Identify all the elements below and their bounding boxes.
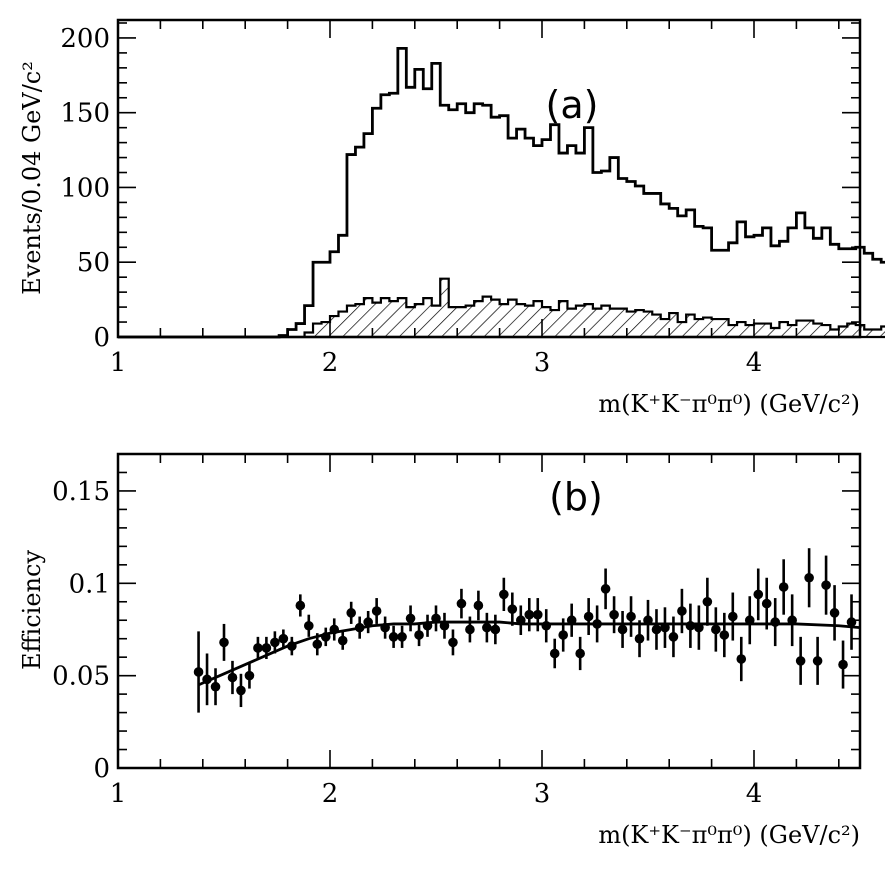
- data-point: [702, 596, 713, 607]
- data-point: [719, 630, 730, 640]
- data-point: [278, 633, 289, 644]
- data-point: [270, 637, 280, 648]
- panel-b: Efficiency m(K⁺K⁻π⁰π⁰) (GeV/c²) (b) 1 2 3 4…: [18, 452, 862, 849]
- data-point: [482, 622, 492, 633]
- panel-a-xtick-label: 2: [322, 348, 339, 378]
- data-point: [363, 617, 373, 627]
- data-point: [499, 589, 509, 600]
- panel-a-ytick-label: 150: [60, 99, 110, 129]
- data-point: [609, 609, 619, 620]
- data-point: [304, 620, 314, 631]
- panel-a-ytick-label: 100: [60, 173, 110, 203]
- data-point: [371, 606, 382, 616]
- data-point: [473, 600, 484, 611]
- data-point: [414, 630, 424, 640]
- data-point: [295, 600, 306, 611]
- panel-a-ytick-label: 50: [77, 248, 110, 278]
- data-point: [583, 611, 594, 622]
- data-point: [312, 639, 323, 650]
- panel-a-frame: [116, 18, 862, 339]
- data-point: [253, 643, 263, 653]
- data-point: [838, 659, 848, 670]
- data-point: [821, 580, 831, 590]
- data-point: [617, 624, 628, 635]
- data-point: [812, 656, 823, 666]
- data-point: [829, 608, 840, 618]
- data-point: [541, 620, 552, 631]
- panel-b-xtick-label: 1: [110, 779, 127, 809]
- data-point: [804, 572, 814, 583]
- data-point: [575, 648, 585, 659]
- panel-a-ylabel: Events/0.04 GeV/c²: [18, 61, 46, 295]
- data-point: [761, 598, 772, 609]
- fit-curve: [198, 620, 861, 687]
- data-point: [524, 609, 535, 620]
- data-point: [600, 584, 611, 594]
- data-point: [490, 624, 501, 635]
- data-point: [778, 582, 789, 592]
- data-point: [388, 632, 399, 642]
- panel-a: Events/0.04 GeV/c² m(K⁺K⁻π⁰π⁰) (GeV/c²) …: [18, 18, 885, 418]
- data-point: [465, 624, 475, 635]
- data-point: [532, 609, 543, 620]
- panel-b-xtick-label: 4: [746, 779, 763, 809]
- data-point: [668, 632, 679, 642]
- panel-a-label: (a): [546, 83, 599, 127]
- data-point: [651, 624, 662, 635]
- data-point: [711, 624, 721, 635]
- data-point: [261, 643, 272, 653]
- data-point: [210, 681, 221, 692]
- data-point: [219, 637, 229, 648]
- data-point: [337, 635, 348, 646]
- data-point: [244, 670, 255, 681]
- panel-b-xtick-label: 2: [322, 779, 339, 809]
- data-point: [549, 648, 560, 659]
- data-point: [753, 589, 764, 600]
- data-point: [677, 606, 687, 616]
- data-point: [558, 630, 568, 640]
- data-point: [346, 608, 357, 618]
- panel-b-ytick-label: 0.1: [69, 569, 110, 599]
- data-point: [685, 620, 696, 631]
- data-point: [227, 672, 238, 683]
- data-point: [728, 611, 738, 622]
- panel-b-ylabel: Efficiency: [18, 550, 46, 670]
- data-point: [193, 667, 204, 677]
- panel-a-xlabel: m(K⁺K⁻π⁰π⁰) (GeV/c²): [598, 390, 860, 418]
- panel-b-frame: [116, 452, 862, 770]
- data-point: [405, 613, 416, 624]
- data-point: [507, 604, 518, 614]
- panel-b-ytick-label: 0: [93, 754, 110, 784]
- panel-b-xlabel: m(K⁺K⁻π⁰π⁰) (GeV/c²): [598, 821, 860, 849]
- panel-b-label: (b): [549, 475, 603, 519]
- data-point: [626, 611, 636, 622]
- data-point: [795, 656, 806, 666]
- data-point: [634, 633, 645, 644]
- panel-b-ytick-label: 0.15: [52, 477, 110, 507]
- panel-a-ytick-label: 200: [60, 24, 110, 54]
- panel-a-xtick-label: 3: [534, 348, 551, 378]
- data-point: [448, 637, 458, 648]
- data-point: [456, 598, 467, 609]
- panel-b-ytick-label: 0.05: [52, 662, 110, 692]
- panel-a-ytick-label: 0: [93, 323, 110, 353]
- data-point: [397, 632, 407, 642]
- data-point: [236, 685, 246, 696]
- data-point: [736, 654, 747, 664]
- panel-a-xtick-label: 1: [110, 348, 127, 378]
- data-histogram: [118, 47, 885, 339]
- data-point: [846, 617, 857, 627]
- panel-a-xtick-label: 4: [746, 348, 763, 378]
- panel-b-xtick-label: 3: [534, 779, 551, 809]
- data-point: [770, 617, 780, 627]
- hatched-histogram: [118, 277, 885, 339]
